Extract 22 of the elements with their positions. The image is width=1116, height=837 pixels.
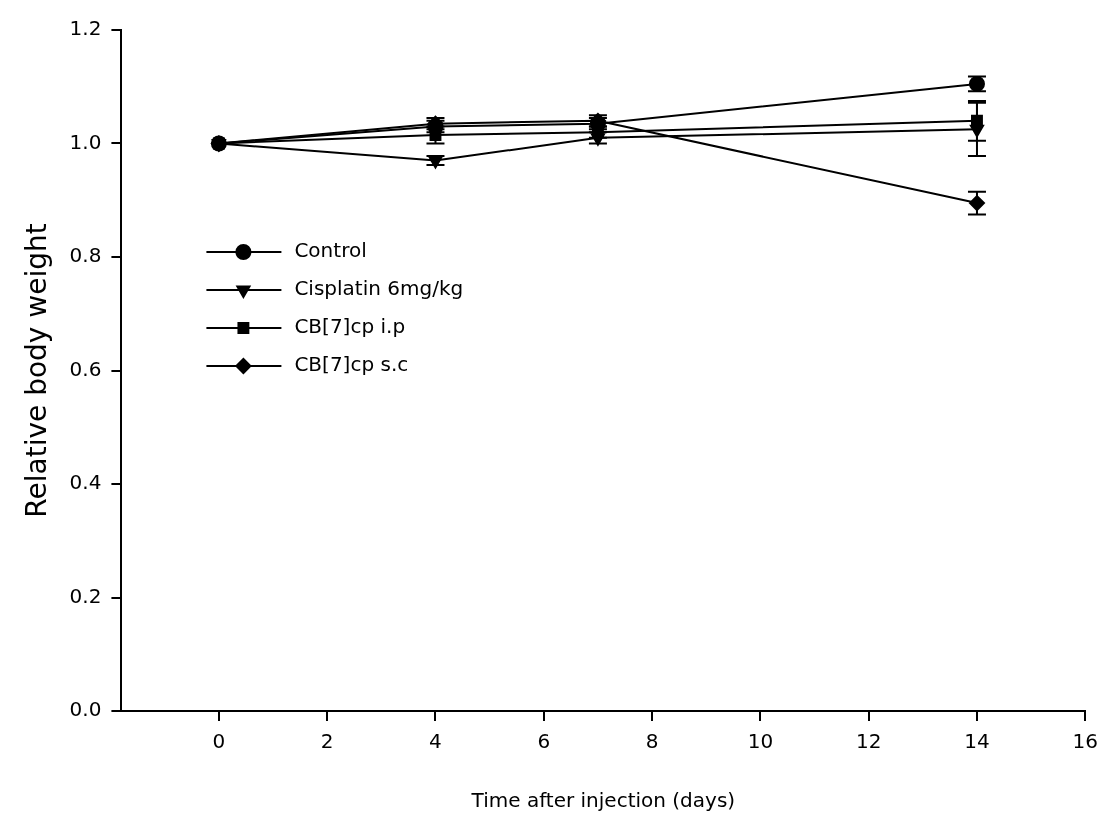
- y-tick-label: 0.4: [69, 470, 102, 495]
- y-axis-title: Relative body weight: [20, 223, 54, 518]
- x-tick-label: 14: [964, 729, 990, 754]
- y-tick-label: 1.2: [69, 16, 102, 41]
- y-tick-label: 0.2: [69, 583, 102, 608]
- x-tick-label: 8: [645, 729, 659, 754]
- x-tick-label: 10: [747, 729, 774, 754]
- legend-label: CB[7]cp i.p: [294, 314, 406, 339]
- x-tick-label: 12: [855, 729, 882, 754]
- x-tick-label: 16: [1072, 729, 1098, 754]
- y-tick-label: 0.0: [69, 697, 102, 722]
- x-tick-label: 0: [212, 729, 226, 754]
- legend-label: Cisplatin 6mg/kg: [294, 276, 464, 301]
- x-tick-label: 6: [537, 729, 551, 754]
- legend-label: CB[7]cp s.c: [294, 352, 409, 377]
- y-tick-label: 0.6: [69, 356, 102, 381]
- x-axis-title: Time after injection (days): [470, 788, 736, 813]
- x-tick-label: 4: [429, 729, 442, 754]
- x-tick-label: 2: [320, 729, 334, 754]
- y-tick-label: 1.0: [69, 129, 102, 154]
- y-tick-label: 0.8: [69, 243, 102, 268]
- legend-label: Control: [294, 238, 367, 263]
